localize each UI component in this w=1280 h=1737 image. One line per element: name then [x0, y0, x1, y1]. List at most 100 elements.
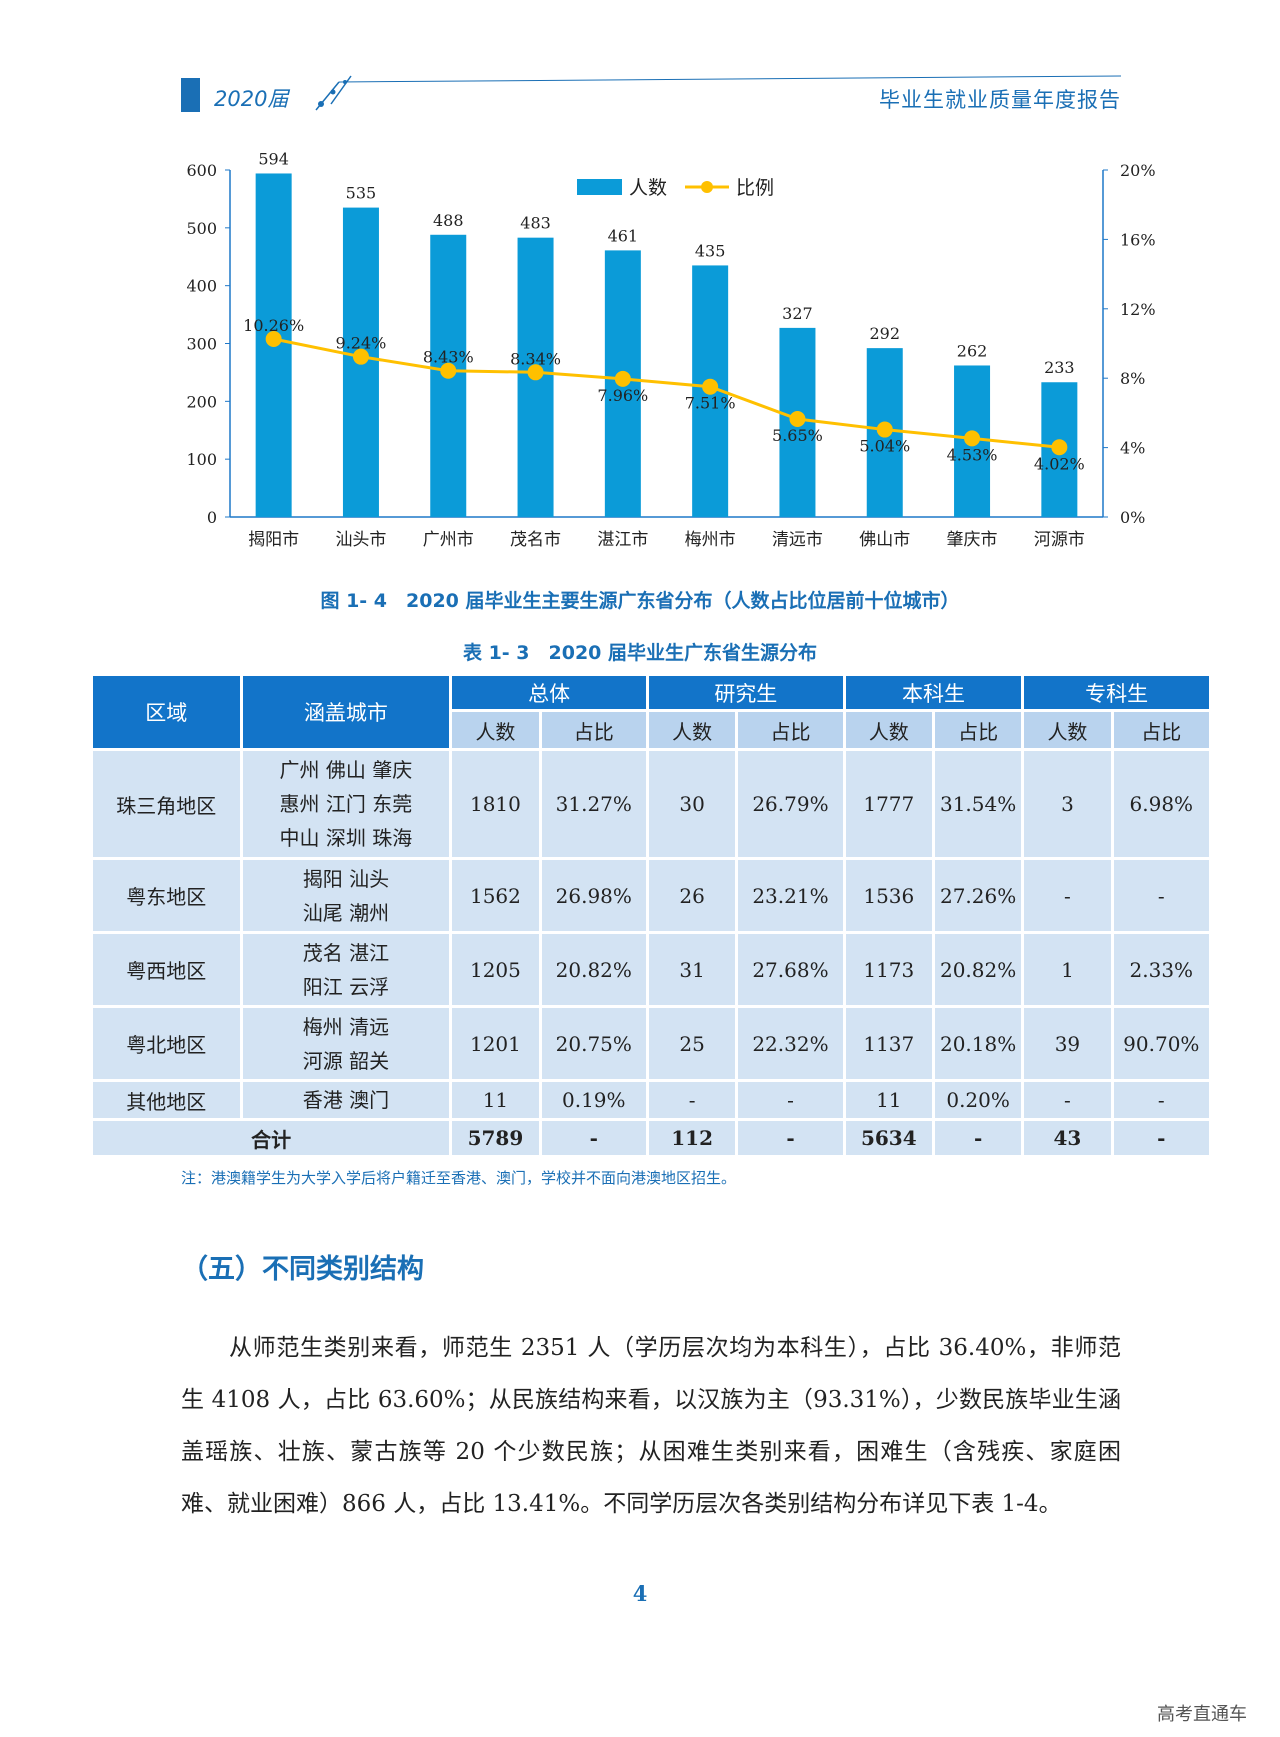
header-accent-bar	[181, 78, 200, 112]
ratio-label: 4.53%	[947, 445, 998, 464]
category-label: 揭阳市	[248, 530, 299, 550]
total-value: 5634	[845, 1121, 932, 1155]
ratio-line	[273, 337, 1060, 449]
total-label: 合计	[93, 1121, 450, 1155]
cities-cell: 揭阳 汕头 汕尾 潮州	[242, 860, 450, 931]
value-cell: 1	[1024, 934, 1111, 1005]
value-cell: 1562	[452, 860, 539, 931]
bar-value-label: 535	[346, 184, 377, 203]
value-cell: 26	[648, 860, 736, 931]
legend-line-label: 比例	[736, 177, 774, 199]
value-cell: 20.82%	[541, 934, 646, 1005]
value-cell: -	[1113, 860, 1209, 931]
left-tick-label: 200	[186, 392, 217, 411]
ratio-point	[702, 378, 719, 395]
legend-line-marker	[701, 181, 713, 193]
city-line: 阳江 云浮	[302, 974, 390, 999]
ratio-point	[789, 410, 806, 427]
ratio-point	[876, 421, 893, 438]
bar-value-label: 233	[1044, 358, 1075, 377]
page-number: 4	[632, 1581, 648, 1606]
value-cell: 1777	[845, 751, 932, 857]
header-region: 区域	[93, 676, 240, 748]
ratio-label: 7.96%	[597, 386, 648, 405]
body-paragraph: 从师范生类别来看，师范生 2351 人（学历层次均为本科生），占比 36.40%…	[181, 1335, 1121, 1517]
city-line: 中山 深圳 珠海	[279, 826, 413, 850]
cities-cell: 广州 佛山 肇庆 惠州 江门 东莞 中山 深圳 珠海	[242, 751, 450, 857]
left-tick-label: 600	[186, 161, 217, 180]
city-line: 梅州 清远	[302, 1014, 390, 1039]
category-label: 佛山市	[859, 530, 910, 550]
value-cell: 1205	[452, 934, 539, 1005]
category-label: 汕头市	[335, 530, 386, 550]
header-count: 人数	[845, 712, 932, 748]
bar-value-label: 461	[608, 226, 639, 245]
cities-cell: 香港 澳门	[242, 1082, 450, 1118]
ratio-point	[527, 364, 544, 381]
ratio-point	[1051, 439, 1068, 456]
total-row: 合计 5789 - 112 - 5634 - 43 -	[93, 1121, 1209, 1155]
header-group-total: 总体	[452, 676, 646, 709]
value-cell: 27.68%	[738, 934, 843, 1005]
left-tick-label: 500	[186, 219, 217, 238]
value-cell: 25	[648, 1008, 736, 1079]
value-cell: 3	[1024, 751, 1111, 857]
header-year: 2020届	[214, 87, 289, 111]
value-cell: -	[648, 1082, 736, 1118]
right-tick-label: 16%	[1120, 230, 1156, 249]
figure-caption: 图 1- 4 2020 届毕业生主要生源广东省分布（人数占比位居前十位城市）	[320, 590, 960, 612]
header-group-college: 专科生	[1024, 676, 1209, 709]
city-line: 揭阳 汕头	[302, 866, 390, 891]
header-group-graduate: 研究生	[648, 676, 843, 709]
value-cell: 20.82%	[934, 934, 1022, 1005]
right-tick-label: 12%	[1120, 300, 1156, 319]
category-label: 茂名市	[510, 530, 561, 550]
city-line: 汕尾 潮州	[302, 900, 390, 925]
bar-value-label: 292	[869, 324, 900, 343]
ratio-label: 5.04%	[859, 437, 910, 456]
left-tick-label: 0	[207, 508, 217, 527]
value-cell: 0.19%	[541, 1082, 646, 1118]
value-cell: 23.21%	[738, 860, 843, 931]
value-cell: 0.20%	[934, 1082, 1022, 1118]
category-label: 清远市	[772, 530, 823, 550]
table-row: 粤北地区 梅州 清远 河源 韶关 1201 20.75% 25 22.32% 1…	[93, 1008, 1209, 1079]
value-cell: -	[1024, 860, 1111, 931]
ratio-label: 9.24%	[336, 334, 387, 353]
ratio-point	[440, 362, 457, 379]
bar-value-label: 594	[258, 149, 289, 168]
table-row: 其他地区 香港 澳门 11 0.19% - - 11 0.20% - -	[93, 1082, 1209, 1118]
header-count: 人数	[1024, 712, 1111, 748]
watermark: 高考直通车	[1157, 1704, 1247, 1725]
category-label: 河源市	[1034, 530, 1085, 550]
category-label: 广州市	[423, 530, 474, 550]
bar-value-label: 488	[433, 211, 464, 230]
ratio-label: 4.02%	[1034, 454, 1085, 473]
table-row: 粤西地区 茂名 湛江 阳江 云浮 1205 20.82% 31 27.68% 1…	[93, 934, 1209, 1005]
region-cell: 珠三角地区	[93, 751, 240, 857]
value-cell: 22.32%	[738, 1008, 843, 1079]
total-value: -	[541, 1121, 646, 1155]
left-tick-label: 400	[186, 277, 217, 296]
total-value: -	[934, 1121, 1022, 1155]
total-value: -	[1113, 1121, 1209, 1155]
ratio-label: 10.26%	[243, 316, 304, 335]
header-ratio: 占比	[541, 712, 646, 748]
value-cell: 6.98%	[1113, 751, 1209, 857]
ratio-point	[614, 370, 631, 387]
table-note: 注：港澳籍学生为大学入学后将户籍迁至香港、澳门，学校并不面向港澳地区招生。	[181, 1169, 737, 1187]
city-line: 河源 韶关	[302, 1048, 390, 1073]
ratio-label: 8.34%	[510, 349, 561, 368]
city-line: 惠州 江门 东莞	[279, 792, 413, 816]
left-tick-label: 100	[186, 450, 217, 469]
value-cell: 1173	[845, 934, 932, 1005]
header-count: 人数	[452, 712, 539, 748]
value-cell: 26.98%	[541, 860, 646, 931]
category-label: 肇庆市	[947, 530, 998, 550]
province-distribution-table: 区域 涵盖城市 总体 研究生 本科生 专科生 人数 占比 人数 占比 人数 占比…	[90, 673, 1212, 1158]
table-row: 粤东地区 揭阳 汕头 汕尾 潮州 1562 26.98% 26 23.21% 1…	[93, 860, 1209, 931]
bar-value-label: 327	[782, 304, 813, 323]
total-value: 5789	[452, 1121, 539, 1155]
value-cell: 30	[648, 751, 736, 857]
legend-bar-swatch	[577, 179, 622, 195]
